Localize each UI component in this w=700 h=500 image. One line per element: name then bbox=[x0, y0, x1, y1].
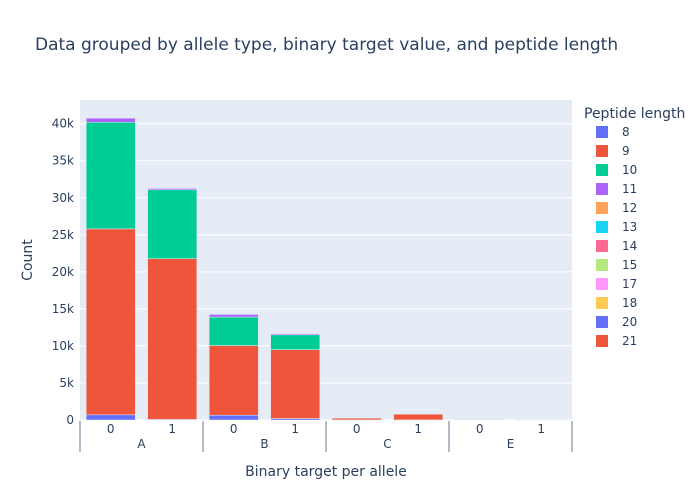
legend-swatch[interactable] bbox=[596, 335, 608, 347]
x-tick-label: 0 bbox=[353, 422, 361, 436]
x-tick-label: 1 bbox=[291, 422, 299, 436]
bar-segment-11-B-0 bbox=[208, 314, 259, 318]
bar-segment-9-B-0 bbox=[208, 345, 259, 416]
bars bbox=[85, 117, 567, 421]
y-tick-label: 10k bbox=[52, 339, 74, 353]
bar-segment-11-B-1 bbox=[270, 333, 321, 336]
legend-swatch[interactable] bbox=[596, 240, 608, 252]
legend-label[interactable]: 20 bbox=[622, 315, 637, 329]
legend-label[interactable]: 18 bbox=[622, 296, 637, 310]
x-tick-label: 1 bbox=[414, 422, 422, 436]
legend-label[interactable]: 8 bbox=[622, 125, 630, 139]
bar-segment-10-A-1 bbox=[147, 189, 198, 259]
y-axis-ticks: 0 5k 10k 15k 20k 25k 30k 35k 40k bbox=[52, 117, 74, 427]
legend-label[interactable]: 14 bbox=[622, 239, 637, 253]
legend-swatch[interactable] bbox=[596, 202, 608, 214]
bar-segment-10-A-0 bbox=[85, 121, 136, 230]
bar-segment-8-B-0 bbox=[208, 414, 259, 421]
legend-swatch[interactable] bbox=[596, 278, 608, 290]
legend-label[interactable]: 15 bbox=[622, 258, 637, 272]
y-tick-label: 20k bbox=[52, 265, 74, 279]
x-tick-label: 0 bbox=[476, 422, 484, 436]
x-tick-label: 0 bbox=[230, 422, 238, 436]
legend-label[interactable]: 10 bbox=[622, 163, 637, 177]
legend: Peptide length 8 9 10 11 12 13 14 15 17 18 20 21 bbox=[584, 106, 685, 348]
bar-segment-9-A-0 bbox=[85, 228, 136, 416]
legend-label[interactable]: 13 bbox=[622, 220, 637, 234]
allele-group-label: E bbox=[507, 437, 515, 451]
legend-swatch[interactable] bbox=[596, 164, 608, 176]
bar-segment-9-B-1 bbox=[270, 349, 321, 419]
legend-title: Peptide length bbox=[584, 106, 685, 122]
x-axis-ticks: 0 1 0 1 0 1 0 1 A B C E bbox=[79, 421, 573, 452]
legend-swatch[interactable] bbox=[596, 145, 608, 157]
legend-label[interactable]: 12 bbox=[622, 201, 637, 215]
allele-group-label: C bbox=[383, 437, 391, 451]
allele-group-label: A bbox=[137, 437, 146, 451]
y-axis-title: Count bbox=[20, 239, 36, 281]
y-tick-label: 15k bbox=[52, 302, 74, 316]
x-tick-label: 1 bbox=[537, 422, 545, 436]
legend-swatch[interactable] bbox=[596, 316, 608, 328]
bar-segment-9-A-1 bbox=[147, 258, 198, 420]
chart-title: Data grouped by allele type, binary targ… bbox=[35, 35, 618, 55]
bar-segment-9-C-0 bbox=[331, 417, 382, 421]
x-axis-title: Binary target per allele bbox=[245, 464, 407, 480]
legend-swatch[interactable] bbox=[596, 259, 608, 271]
bar-segment-8-A-0 bbox=[85, 414, 136, 421]
x-tick-label: 0 bbox=[107, 422, 115, 436]
y-tick-label: 5k bbox=[59, 376, 74, 390]
y-tick-label: 0 bbox=[66, 413, 74, 427]
bar-segment-9-C-1 bbox=[393, 413, 444, 421]
allele-group-label: B bbox=[260, 437, 268, 451]
legend-swatch[interactable] bbox=[596, 297, 608, 309]
bar-segment-11-A-0 bbox=[85, 117, 136, 123]
bar-segment-10-B-0 bbox=[208, 316, 259, 346]
legend-label[interactable]: 9 bbox=[622, 144, 630, 158]
legend-swatch[interactable] bbox=[596, 126, 608, 138]
bar-segment-11-A-1 bbox=[147, 188, 198, 191]
bar-segment-10-B-1 bbox=[270, 334, 321, 350]
legend-label[interactable]: 11 bbox=[622, 182, 637, 196]
legend-label[interactable]: 21 bbox=[622, 334, 637, 348]
x-tick-label: 1 bbox=[168, 422, 176, 436]
legend-swatch[interactable] bbox=[596, 221, 608, 233]
legend-swatch[interactable] bbox=[596, 183, 608, 195]
y-tick-label: 35k bbox=[52, 154, 74, 168]
y-tick-label: 30k bbox=[52, 191, 74, 205]
y-tick-label: 40k bbox=[52, 117, 74, 131]
legend-label[interactable]: 17 bbox=[622, 277, 637, 291]
y-tick-label: 25k bbox=[52, 228, 74, 242]
